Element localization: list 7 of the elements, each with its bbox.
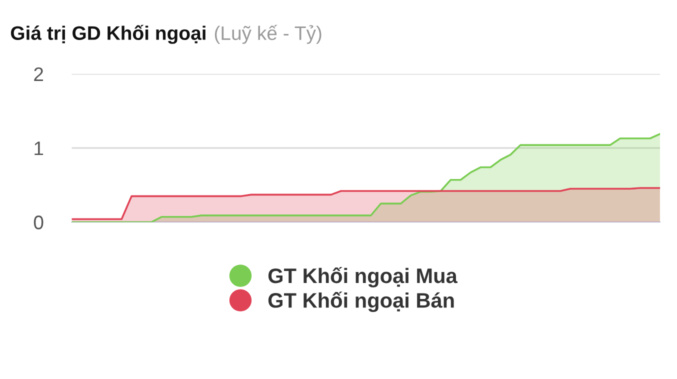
chart-title: Giá trị GD Khối ngoại [10, 24, 206, 44]
chart-subtitle: (Luỹ kế - Tỷ) [214, 24, 322, 44]
y-tick-label: 0 [34, 216, 44, 230]
y-tick-label: 1 [34, 142, 44, 156]
legend-label: GT Khối ngoại Bán [268, 292, 454, 312]
y-tick-label: 2 [34, 67, 44, 81]
legend-label: GT Khối ngoại Mua [268, 266, 458, 288]
